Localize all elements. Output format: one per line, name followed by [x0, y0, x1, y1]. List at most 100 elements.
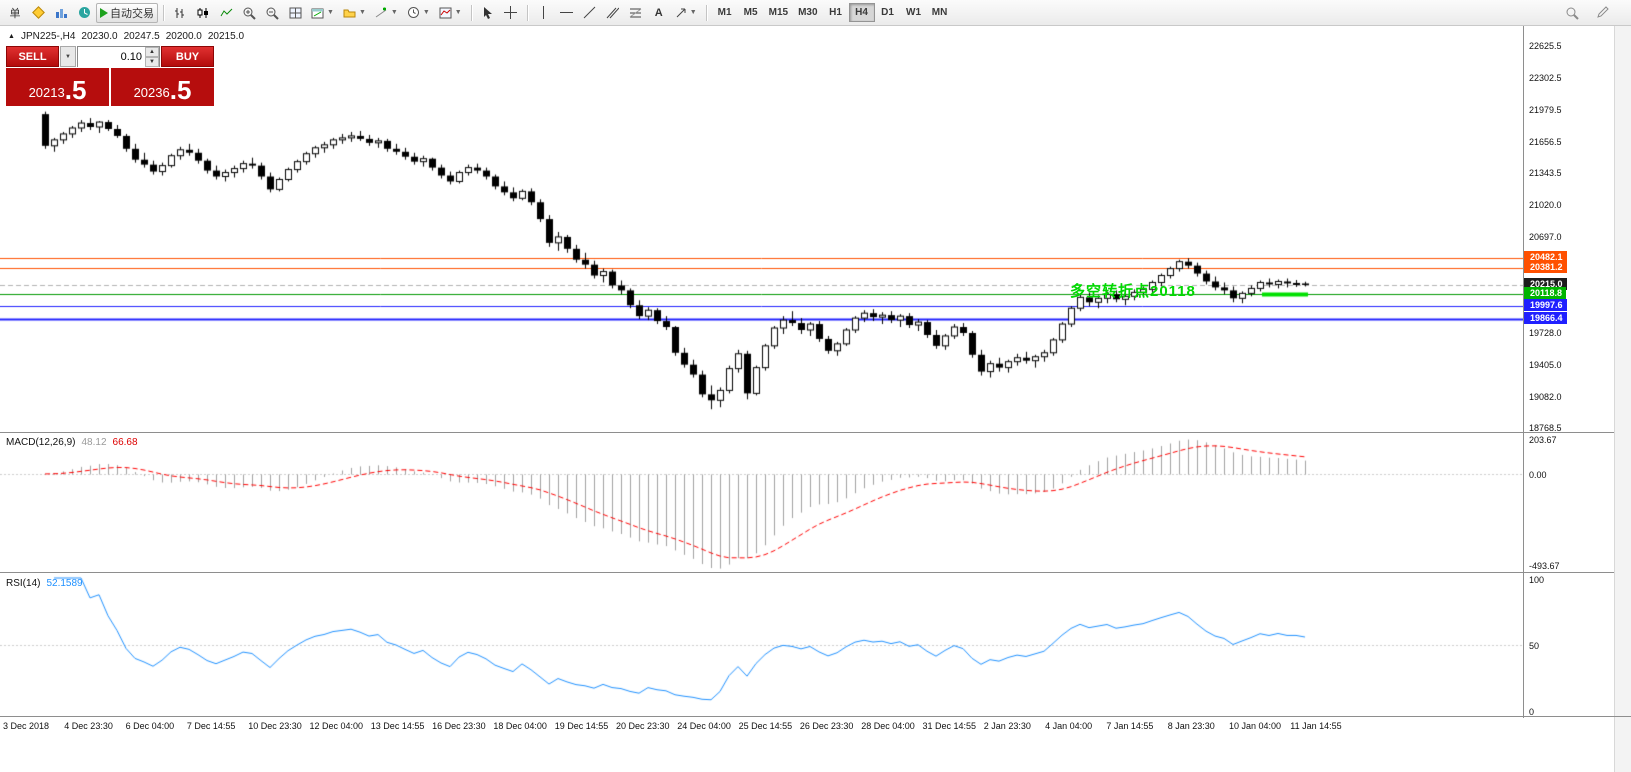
cursor-tool[interactable] — [477, 3, 499, 23]
bar-chart-icon — [55, 8, 67, 18]
vertical-line-tool[interactable] — [533, 3, 555, 23]
cursor-icon — [483, 7, 492, 19]
autotrade-label: 自动交易 — [110, 7, 154, 20]
templates-button[interactable]: ▼ — [435, 3, 466, 23]
new-order-icon — [31, 6, 45, 19]
profiles-button[interactable]: ▼ — [339, 3, 370, 23]
channel-tool[interactable] — [602, 3, 624, 23]
history-button[interactable] — [73, 3, 95, 23]
panel-splitter[interactable] — [0, 432, 1614, 433]
arrows-tool[interactable]: ▼ — [671, 3, 701, 23]
time-axis-label: 12 Dec 04:00 — [309, 721, 364, 731]
bars-chart-button[interactable] — [169, 3, 191, 23]
vertical-line-icon — [543, 6, 545, 19]
dropdown-caret-icon: ▼ — [422, 9, 430, 16]
time-axis-label: 19 Dec 14:55 — [554, 721, 609, 731]
macd-axis-label: -493.67 — [1529, 561, 1560, 571]
timeframe-m15[interactable]: M15 — [768, 7, 789, 18]
timeframe-w1[interactable]: W1 — [906, 7, 922, 18]
dropdown-caret-icon: ▼ — [689, 9, 697, 16]
toolbar-separator — [163, 4, 164, 21]
rsi-label: RSI(14) 52.1589 — [6, 578, 83, 589]
toolbar: 单 自动交易 ▼ ▼ ▼ ▼ ▼ A ▼ M1 M5 M15 M30 H1 H4 D1 W1 M… — [0, 0, 1631, 26]
buy-price-box[interactable]: 20236 .5 — [111, 68, 214, 106]
macd-axis-label: 0.00 — [1529, 469, 1547, 480]
time-axis-label: 4 Dec 23:30 — [64, 721, 113, 731]
timeframe-group: M1 M5 M15 M30 H1 H4 D1 W1 MN — [712, 3, 953, 22]
new-chart-button[interactable]: ▼ — [307, 3, 338, 23]
main-chart[interactable] — [0, 26, 1523, 432]
time-axis-label: 13 Dec 14:55 — [370, 721, 425, 731]
tile-windows-button[interactable] — [284, 3, 306, 23]
symbol-title: JPN225-,H4 — [20, 31, 76, 42]
macd-axis-label: 203.67 — [1529, 435, 1557, 445]
trade-options-dropdown[interactable]: ▼ — [60, 46, 76, 67]
time-axis-border — [0, 716, 1631, 717]
timeframe-d1[interactable]: D1 — [881, 7, 894, 18]
volume-increase-button[interactable]: ▲ — [145, 47, 159, 57]
buy-button[interactable]: BUY — [161, 46, 214, 67]
charts-button[interactable] — [50, 3, 72, 23]
candlestick-chart-button[interactable] — [192, 3, 214, 23]
zoom-in-button[interactable] — [238, 3, 260, 23]
dropdown-caret-icon: ▼ — [358, 9, 366, 16]
pencil-icon — [1596, 6, 1609, 18]
crosshair-icon — [504, 6, 518, 19]
macd-panel[interactable] — [0, 434, 1523, 570]
sell-price-base: 20213 — [28, 85, 65, 100]
price-axis-label: 19728.0 — [1529, 328, 1562, 339]
horizontal-line-tool[interactable] — [556, 3, 578, 23]
trendline-tool[interactable] — [579, 3, 601, 23]
toolbar-separator — [470, 4, 472, 21]
timeframe-h1[interactable]: H1 — [829, 7, 842, 18]
time-axis-label: 6 Dec 04:00 — [125, 721, 175, 731]
ohlc-bars-icon — [174, 7, 184, 18]
line-chart-icon — [220, 8, 232, 16]
volume-input[interactable] — [78, 47, 159, 67]
clock-icon — [78, 7, 90, 18]
ohlc-close: 20215.0 — [207, 31, 245, 42]
volume-field: ▲ ▼ — [77, 46, 160, 67]
time-axis-label: 24 Dec 04:00 — [677, 721, 731, 731]
macd-value: 48.12 — [81, 437, 107, 448]
periods-clock-icon — [407, 7, 419, 18]
collapse-icon[interactable]: ▲ — [8, 33, 15, 40]
timeframe-h4[interactable]: H4 — [848, 3, 875, 22]
arrow-icon — [676, 8, 686, 17]
toolbar-separator — [526, 4, 528, 21]
compose-button[interactable] — [1591, 3, 1613, 23]
rsi-panel[interactable] — [0, 574, 1523, 716]
price-axis-label: 18768.5 — [1529, 423, 1562, 434]
volume-decrease-button[interactable]: ▼ — [145, 57, 159, 67]
time-axis-label: 28 Dec 04:00 — [861, 721, 915, 731]
macd-signal-value: 66.68 — [112, 437, 138, 448]
horizontal-line-icon — [560, 12, 574, 13]
price-axis-label: 21656.5 — [1529, 137, 1562, 148]
periods-button[interactable]: ▼ — [403, 3, 434, 23]
timeframe-mn[interactable]: MN — [931, 7, 948, 18]
sell-price-big: .5 — [64, 75, 87, 105]
zoom-in-icon — [243, 7, 256, 20]
timeframe-m5[interactable]: M5 — [743, 7, 758, 18]
zoom-out-button[interactable] — [261, 3, 283, 23]
timeframe-m1[interactable]: M1 — [717, 7, 732, 18]
time-axis-label: 31 Dec 14:55 — [922, 721, 977, 731]
new-order-button[interactable] — [27, 3, 49, 23]
time-axis-label: 10 Dec 23:30 — [248, 721, 302, 731]
sell-price-box[interactable]: 20213 .5 — [6, 68, 109, 106]
channel-icon — [606, 7, 620, 19]
order-menu[interactable]: 单 — [9, 7, 21, 20]
timeframe-m30[interactable]: M30 — [798, 7, 818, 18]
price-axis-label: 22625.5 — [1529, 41, 1562, 52]
line-chart-button[interactable] — [215, 3, 237, 23]
panel-splitter[interactable] — [0, 572, 1614, 573]
time-axis-label: 11 Jan 14:55 — [1290, 721, 1342, 731]
text-tool[interactable]: A — [654, 6, 663, 19]
search-button[interactable] — [1561, 3, 1583, 23]
autotrade-button[interactable]: 自动交易 — [96, 2, 158, 23]
indicators-button[interactable]: ▼ — [371, 3, 402, 23]
sell-button[interactable]: SELL — [6, 46, 59, 67]
crosshair-tool[interactable] — [500, 3, 522, 23]
fibonacci-tool[interactable] — [625, 3, 647, 23]
chart-annotation[interactable]: 多空转折点20118 — [1070, 283, 1196, 300]
